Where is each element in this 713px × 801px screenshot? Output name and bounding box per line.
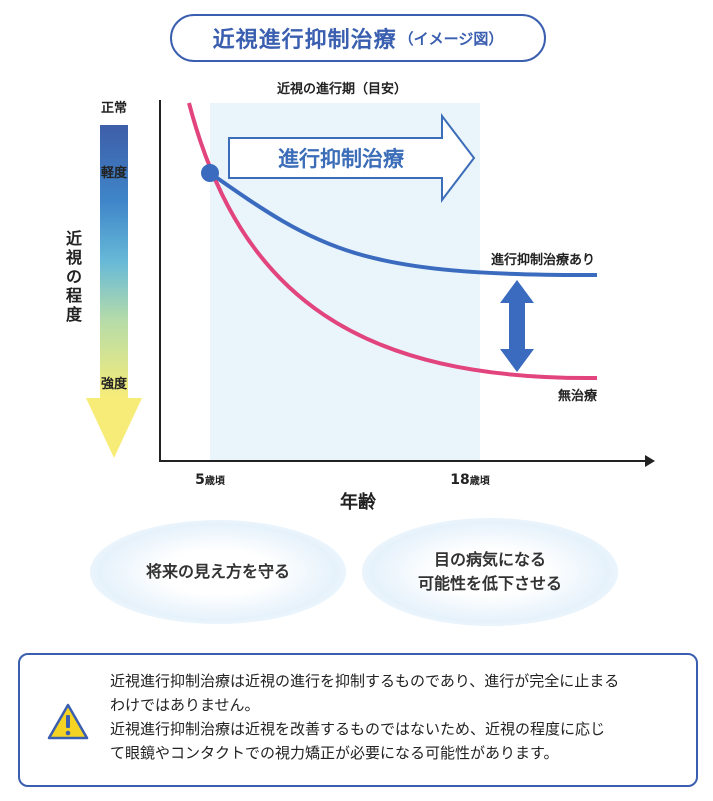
treatment-arrow (228, 113, 476, 203)
notice-text: 近視進行抑制治療は近視の進行を抑制するものであり、進行が完全に止まる わけではあ… (110, 669, 690, 765)
x-tick-number: 5 (195, 472, 205, 488)
level-mild: 軽度 (101, 165, 128, 181)
y-axis-title-char: 近 (66, 229, 82, 248)
notice-line: て眼鏡やコンタクトでの視力矯正が必要になる可能性があります。 (110, 744, 559, 762)
page-subtitle: （イメージ図） (398, 29, 504, 48)
y-axis-title-char: 程 (66, 286, 82, 305)
bubble-line: 将来の見え方を守る (145, 562, 290, 581)
curve-treated (208, 171, 598, 278)
bubble-line: 目の病気になる (433, 550, 546, 569)
notice-line: わけではありません。 (110, 696, 260, 714)
difference-double-arrow (500, 280, 534, 372)
x-axis-title: 年齢 (340, 491, 377, 513)
x-axis-arrowhead (645, 455, 655, 467)
treatment-arrow-label: 進行抑制治療 (278, 147, 405, 171)
x-tick-label: 18歳頃 (450, 472, 490, 488)
x-tick-unit: 歳頃 (205, 474, 226, 487)
benefit-bubble-reduce-disease: 目の病気になる 可能性を低下させる (362, 518, 618, 626)
title-pill: 近視進行抑制治療 （イメージ図） (170, 14, 546, 62)
notice-box: 近視進行抑制治療は近視の進行を抑制するものであり、進行が完全に止まる わけではあ… (18, 653, 698, 787)
level-normal: 正常 (101, 100, 127, 116)
level-strong: 強度 (101, 376, 128, 392)
severity-gradient-bar (100, 125, 128, 398)
benefit-bubble-protect-vision: 将来の見え方を守る (90, 520, 346, 624)
y-axis-title-char: 度 (66, 305, 83, 324)
series-label-treated: 進行抑制治療あり (491, 252, 595, 268)
y-axis-title-char: の (66, 267, 82, 286)
page-title: 近視進行抑制治療 (212, 28, 397, 53)
x-tick-label: 5歳頃 (195, 472, 226, 488)
notice-line: 近視進行抑制治療は近視の進行を抑制するものであり、進行が完全に止まる (110, 672, 620, 690)
severity-arrowhead (86, 398, 142, 458)
series-label-untreated: 無治療 (558, 388, 598, 404)
diagram: 近視の進行期（目安） 進行抑制治療 進行抑制治療あり 無治療 正常 軽度 強度 … (65, 81, 655, 513)
y-axis-title-char: 視 (65, 248, 82, 267)
warning-icon (47, 703, 89, 740)
notice-line: 近視進行抑制治療は近視を改善するものではないため、近視の程度に応じ (110, 720, 606, 738)
x-tick-number: 18 (450, 472, 469, 488)
bubble-line: 可能性を低下させる (417, 574, 562, 593)
progression-period-label: 近視の進行期（目安） (277, 81, 407, 97)
x-tick-unit: 歳頃 (470, 474, 491, 487)
start-point (201, 164, 219, 182)
